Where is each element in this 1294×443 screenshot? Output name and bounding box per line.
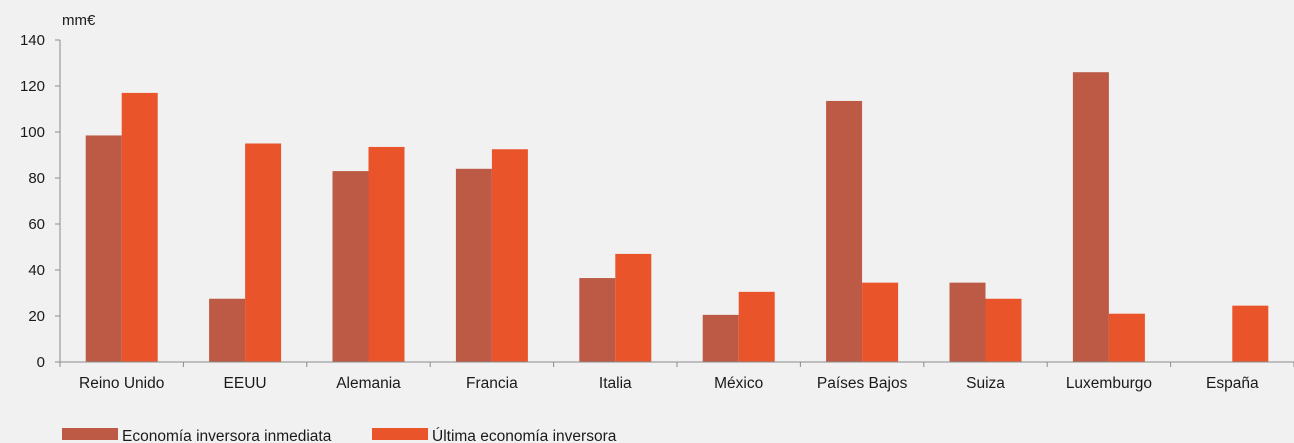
- bar-series-2: [245, 143, 282, 362]
- category-label: EEUU: [224, 375, 267, 392]
- bar-series-1: [702, 314, 739, 362]
- y-tick-label: 20: [28, 308, 45, 325]
- bar-series-1: [85, 135, 122, 362]
- bar-series-1: [332, 171, 369, 362]
- bar-series-2: [738, 291, 775, 362]
- bar-series-2: [862, 282, 899, 362]
- y-unit-label: mm€: [62, 12, 96, 29]
- bar-series-1: [455, 168, 492, 362]
- x-axis: Reino Unido EEUU Alemania Francia Italia Méxi…: [59, 361, 1294, 392]
- legend-label: Última economía inversora: [432, 428, 617, 443]
- bar-series-2: [491, 149, 528, 362]
- bars: [85, 72, 1269, 363]
- category-label: Luxemburgo: [1066, 375, 1152, 392]
- bar-series-1: [949, 282, 986, 362]
- y-tick-label: 60: [28, 216, 45, 233]
- category-label: Reino Unido: [79, 375, 164, 392]
- category-label: España: [1206, 375, 1259, 392]
- category-label: Alemania: [336, 375, 401, 392]
- legend-swatch: [62, 428, 118, 440]
- y-tick-label: 40: [28, 262, 45, 279]
- bar-series-1: [826, 100, 863, 362]
- y-tick-label: 120: [20, 78, 45, 95]
- legend: Economía inversora inmediata Última econo…: [62, 428, 617, 443]
- y-tick-label: 0: [37, 354, 45, 371]
- bar-series-2: [985, 298, 1022, 362]
- bar-series-1: [579, 278, 616, 362]
- legend-label: Economía inversora inmediata: [122, 428, 332, 443]
- bar-series-1: [1072, 72, 1109, 362]
- category-label: Países Bajos: [817, 375, 908, 392]
- category-label: Francia: [466, 375, 518, 392]
- y-tick-label: 100: [20, 124, 45, 141]
- bar-series-2: [615, 253, 652, 362]
- bar-series-2: [121, 92, 158, 363]
- bar-series-2: [1232, 305, 1269, 362]
- category-label: Suiza: [966, 375, 1005, 392]
- bar-series-1: [209, 298, 246, 362]
- bar-series-2: [368, 146, 405, 362]
- y-axis: 0 20 40 60 80 100 120 140: [20, 32, 61, 371]
- bar-series-2: [1108, 313, 1145, 362]
- y-tick-label: 140: [20, 32, 45, 49]
- y-tick-label: 80: [28, 170, 45, 187]
- category-label: Italia: [599, 375, 632, 392]
- legend-swatch: [372, 428, 428, 440]
- category-label: México: [714, 375, 763, 392]
